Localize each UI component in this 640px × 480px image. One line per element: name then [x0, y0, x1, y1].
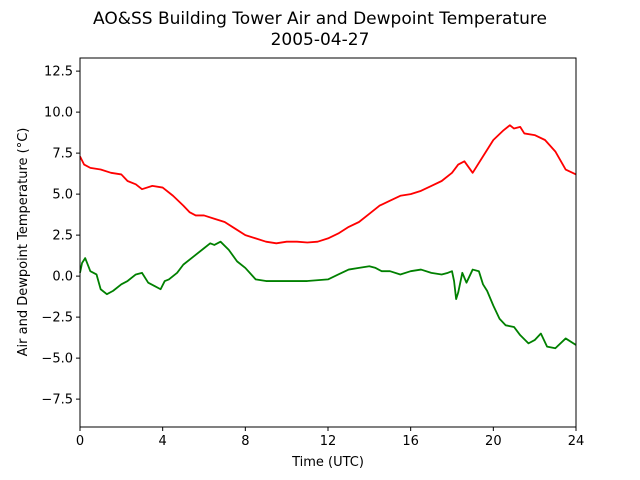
y-tick-label: 0.0: [52, 270, 73, 285]
x-tick-label: 20: [485, 434, 502, 449]
x-tick-label: 24: [568, 434, 585, 449]
chart-subtitle: 2005-04-27: [271, 30, 370, 50]
y-tick-label: −7.5: [41, 393, 73, 408]
y-tick-label: 2.5: [52, 229, 73, 244]
y-tick-label: −2.5: [41, 311, 73, 326]
x-axis-label: Time (UTC): [291, 455, 364, 470]
series-line-0: [79, 124, 577, 245]
plot-area: 0 4 8 12 16 20 24 −7.5 −5.0 −2.5 0.0 2.5 5.0 7.5 10.0 1…: [41, 57, 585, 449]
x-tick-label: 16: [402, 434, 419, 449]
y-tick-label: −5.0: [41, 352, 73, 367]
x-tick-label: 12: [320, 434, 337, 449]
y-tick-label: 7.5: [52, 147, 73, 162]
y-axis-label: Air and Dewpoint Temperature (°C): [16, 128, 31, 357]
x-tick-label: 8: [241, 434, 249, 449]
y-tick-label: 10.0: [44, 106, 73, 121]
y-tick-label: 12.5: [44, 65, 73, 80]
series-line-1: [79, 240, 577, 350]
x-tick-label: 0: [76, 434, 84, 449]
chart-title: AO&SS Building Tower Air and Dewpoint Te…: [93, 9, 547, 29]
y-tick-label: 5.0: [52, 188, 73, 203]
x-tick-label: 4: [159, 434, 167, 449]
